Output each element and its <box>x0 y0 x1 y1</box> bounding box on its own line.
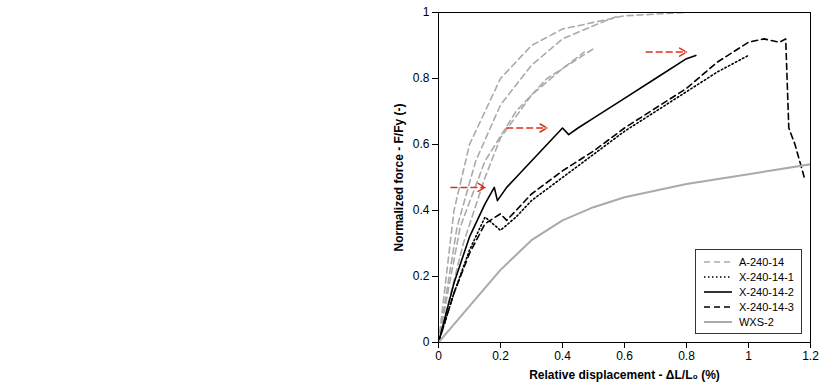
svg-text:1: 1 <box>745 349 752 363</box>
html-text:A-240-14: A-240-14 <box>739 255 785 268</box>
svg-text:0.6: 0.6 <box>616 349 633 363</box>
html-text:WXS-2: WXS-2 <box>739 315 774 328</box>
svg-text:0.2: 0.2 <box>492 349 509 363</box>
svg-text:Normalized force - F/Fy (-): Normalized force - F/Fy (-) <box>392 103 406 251</box>
svg-text:0: 0 <box>423 335 430 349</box>
svg-text:0.4: 0.4 <box>554 349 571 363</box>
svg-text:0.8: 0.8 <box>413 71 430 85</box>
svg-text:0.2: 0.2 <box>413 269 430 283</box>
svg-text:Relative displacement - ΔL/L₀: Relative displacement - ΔL/L₀ (%) <box>529 368 720 382</box>
svg-text:0.6: 0.6 <box>413 137 430 151</box>
svg-text:1.2: 1.2 <box>802 349 819 363</box>
svg-text:0.4: 0.4 <box>413 203 430 217</box>
html-text:X-240-14-2: X-240-14-2 <box>739 285 794 298</box>
svg-text:0: 0 <box>435 349 442 363</box>
html-text:X-240-14-3: X-240-14-3 <box>739 300 794 313</box>
svg-text:1: 1 <box>423 5 430 19</box>
html-text:X-240-14-1: X-240-14-1 <box>739 270 794 283</box>
svg-text:0.8: 0.8 <box>678 349 695 363</box>
